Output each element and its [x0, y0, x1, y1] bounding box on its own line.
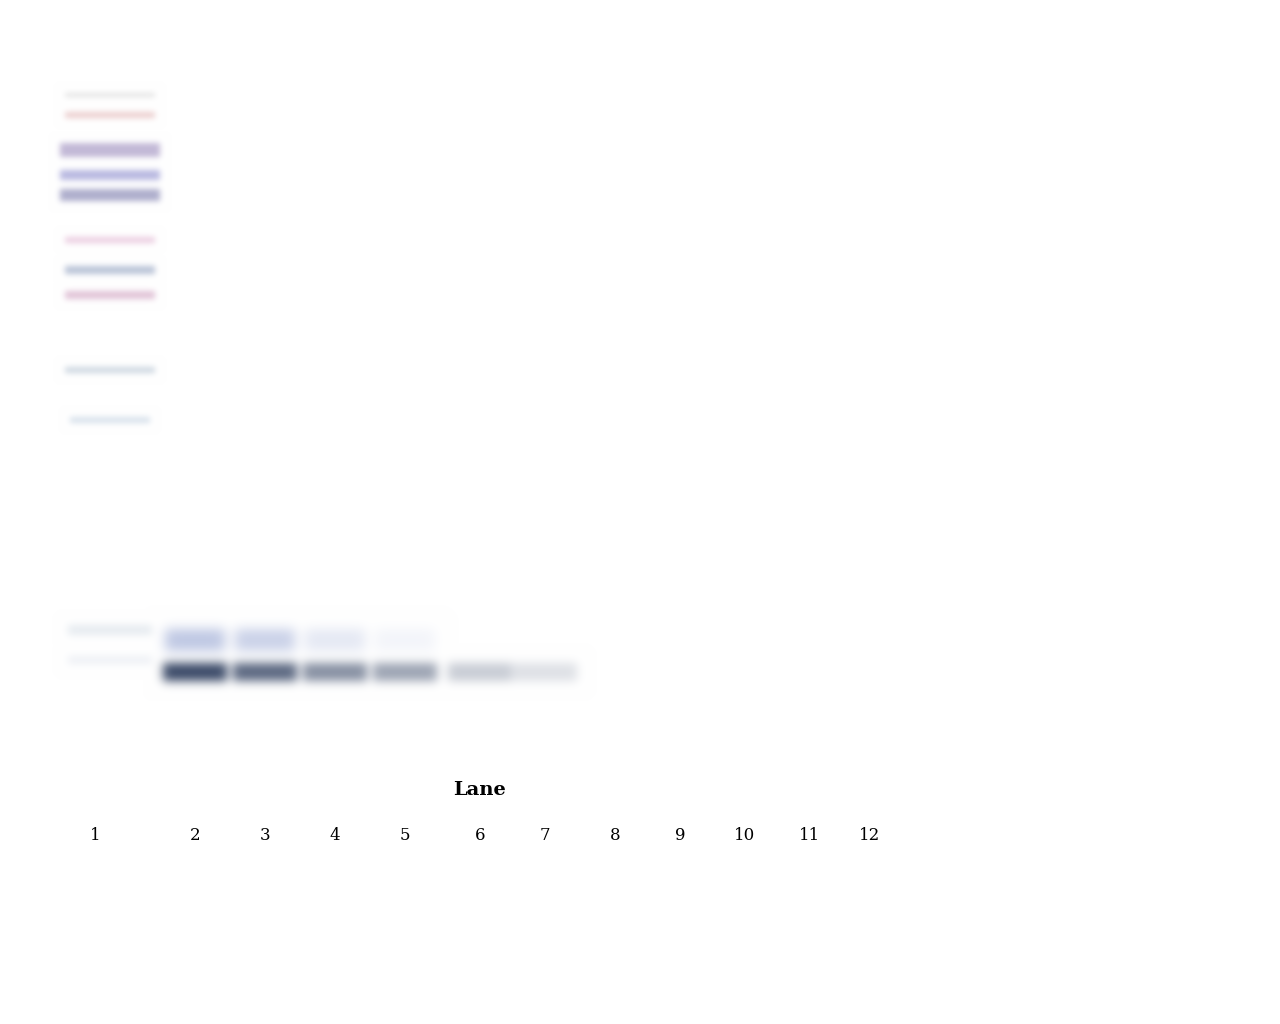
Text: 2: 2 [189, 826, 200, 844]
Text: 7: 7 [540, 826, 550, 844]
Text: 6: 6 [475, 826, 485, 844]
Text: 1: 1 [90, 826, 100, 844]
Text: 10: 10 [735, 826, 755, 844]
Text: 4: 4 [330, 826, 340, 844]
Text: Lane: Lane [453, 781, 507, 799]
Text: 11: 11 [800, 826, 820, 844]
Text: 12: 12 [859, 826, 881, 844]
Text: 9: 9 [675, 826, 685, 844]
Text: 5: 5 [399, 826, 411, 844]
Text: 3: 3 [260, 826, 270, 844]
Text: 8: 8 [609, 826, 621, 844]
